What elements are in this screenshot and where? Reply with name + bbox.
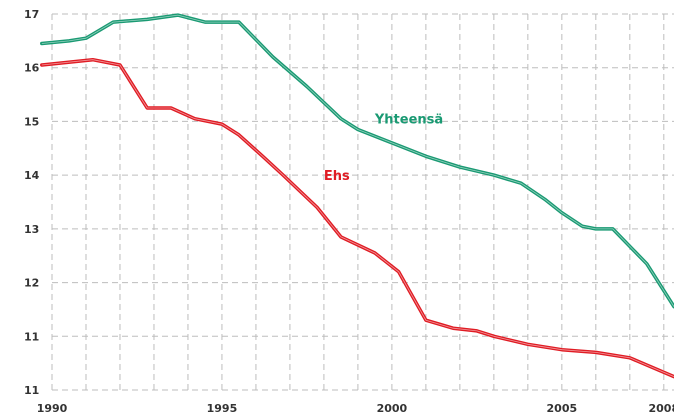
y-tick-label: 15: [24, 115, 39, 128]
y-tick-label: 14: [24, 169, 40, 182]
labels-layer: Yhteensä Ehs: [324, 113, 443, 184]
x-tick-label: 1995: [207, 402, 238, 415]
series-line-highlight-0: [41, 14, 674, 307]
y-tick-label: 11: [24, 330, 39, 343]
x-tick-label: 2005: [547, 402, 578, 415]
axes: 17 16 15 14 13 12 11 11 1990 1995 2000 2005 2008: [24, 8, 674, 415]
y-tick-label: 12: [24, 277, 39, 290]
series-line-highlight-1: [41, 59, 674, 377]
x-tick-label: 2008: [648, 402, 674, 415]
x-tick-label: 2000: [377, 402, 408, 415]
x-tick-label: 1990: [37, 402, 68, 415]
y-tick-label: 17: [24, 8, 39, 21]
y-tick-label: 13: [24, 223, 39, 236]
y-tick-label: 11: [24, 384, 39, 397]
series-layer: [40, 13, 674, 379]
grid: [51, 13, 674, 391]
series-label: Yhteensä: [374, 113, 443, 128]
series-label: Ehs: [324, 169, 350, 184]
y-tick-label: 16: [24, 62, 40, 75]
